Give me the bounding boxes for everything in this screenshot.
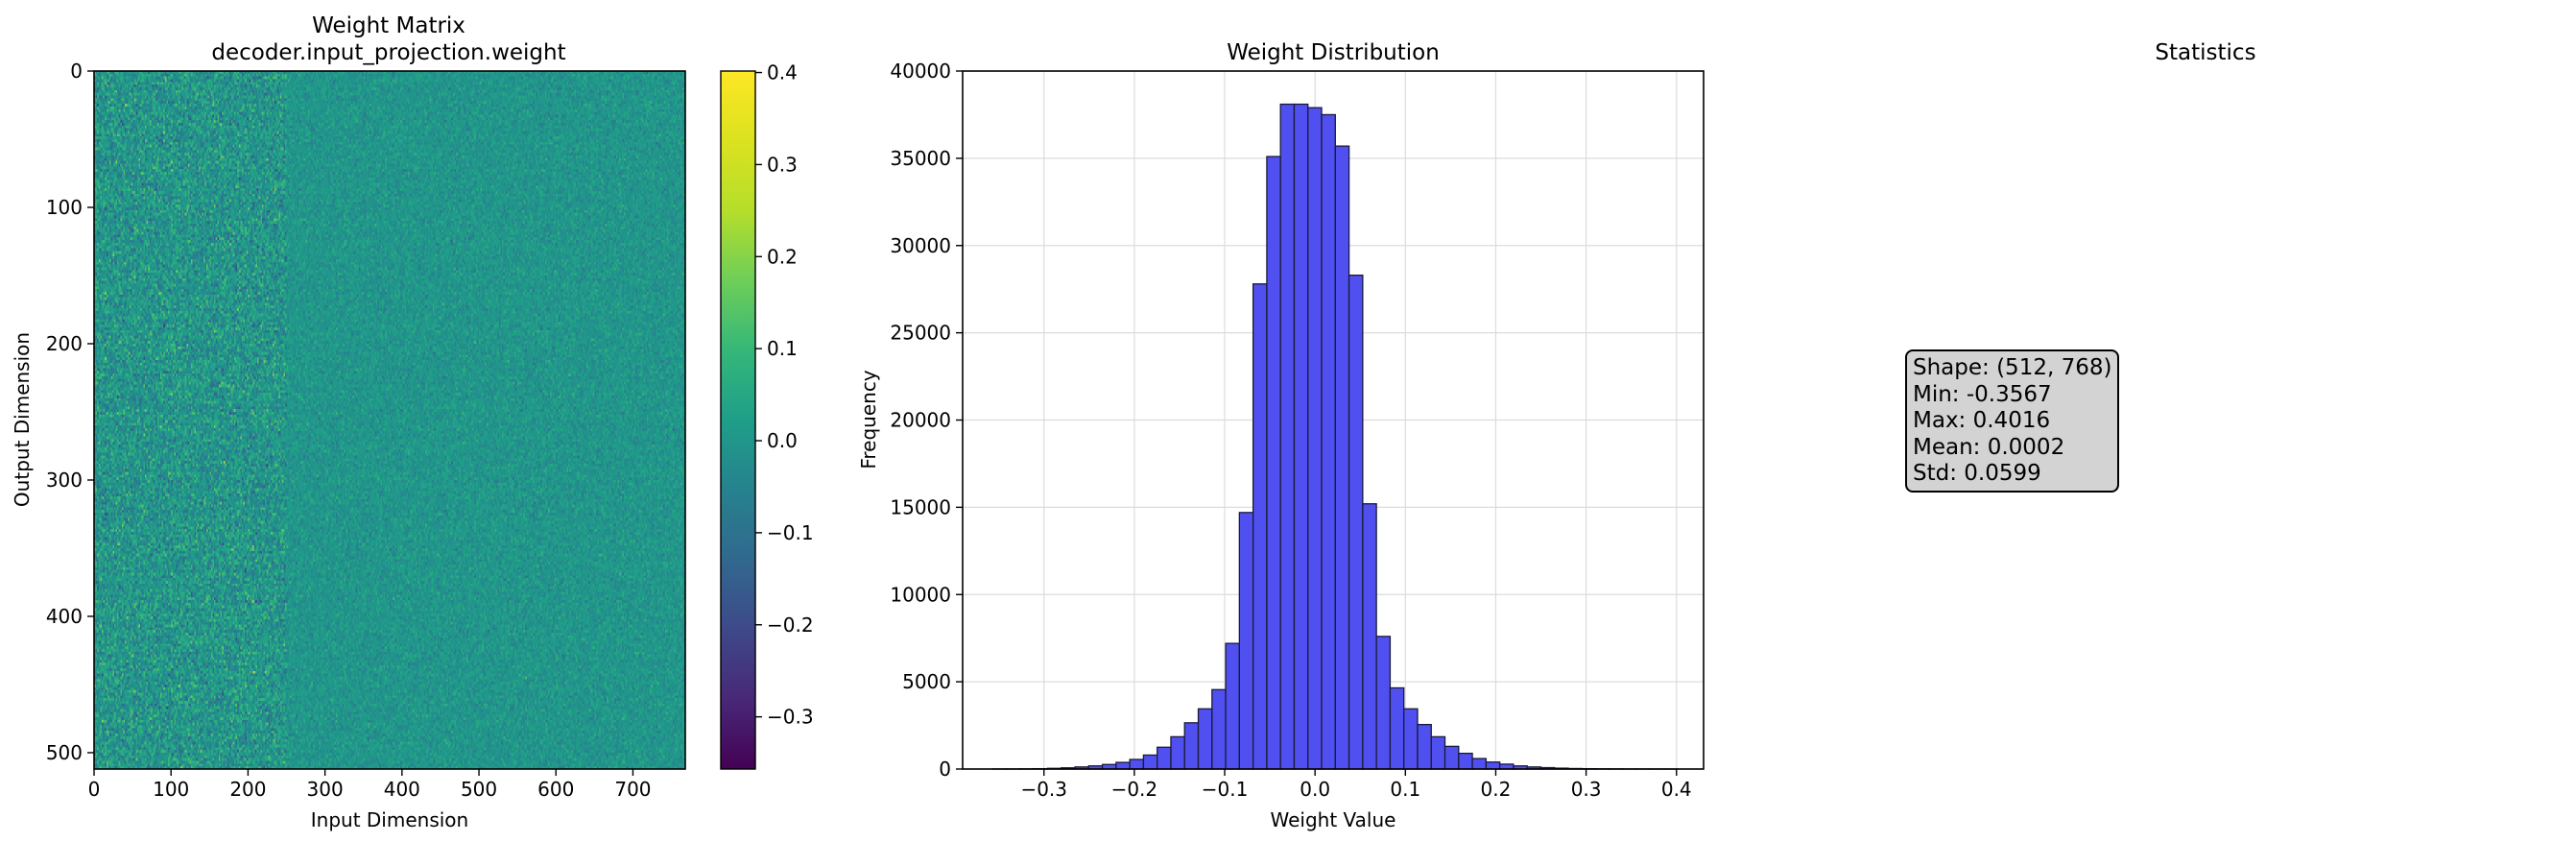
colorbar-tick-label: 0.0 <box>767 429 798 452</box>
histogram-panel: Weight Distribution −0.3 −0.2 −0.1 0.0 0.1 0.… <box>857 40 1705 831</box>
heatmap-x-tick-label: 400 <box>384 778 420 801</box>
histogram-x-tick-label: 0.4 <box>1661 778 1692 801</box>
histogram-y-tick-label: 40000 <box>890 60 951 83</box>
histogram-bar <box>1211 688 1227 770</box>
stat-mean: Mean: 0.0002 <box>1913 434 2065 460</box>
colorbar-tick-label: −0.1 <box>767 521 814 544</box>
statistics-title: Statistics <box>2155 40 2255 65</box>
stat-min: Min: -0.3567 <box>1913 381 2052 407</box>
histogram-y-tick-label: 25000 <box>890 322 951 345</box>
histogram-x-label: Weight Value <box>1271 808 1396 831</box>
heatmap-y-ticks: 0 100 200 300 400 500 <box>46 60 94 764</box>
histogram-bar <box>1417 724 1432 770</box>
histogram-bar <box>1293 103 1309 770</box>
heatmap-x-label: Input Dimension <box>311 808 468 831</box>
histogram-y-tick-label: 10000 <box>890 583 951 606</box>
heatmap-x-tick-label: 500 <box>461 778 497 801</box>
histogram-bar <box>1430 735 1446 770</box>
histogram-bar <box>1129 758 1145 770</box>
heatmap-x-tick-label: 0 <box>88 778 101 801</box>
heatmap-frame <box>93 70 686 770</box>
histogram-x-tick-label: −0.3 <box>1020 778 1067 801</box>
histogram-bar <box>1183 722 1200 770</box>
histogram-bar <box>1348 274 1364 770</box>
histogram-bar <box>1471 758 1488 770</box>
heatmap-image-frame <box>94 71 685 769</box>
histogram-x-tick-label: 0.0 <box>1300 778 1330 801</box>
heatmap-x-tick-label: 700 <box>614 778 651 801</box>
heatmap-y-tick-label: 200 <box>46 332 83 355</box>
heatmap-x-tick-label: 600 <box>537 778 574 801</box>
histogram-bars <box>991 103 1679 770</box>
colorbar: −0.3 −0.2 −0.1 0.0 0.1 0.2 0.3 0.4 <box>720 61 814 770</box>
histogram-y-tick-label: 30000 <box>890 234 951 257</box>
colorbar-tick-label: 0.3 <box>767 153 798 176</box>
histogram-y-tick-label: 0 <box>939 758 951 781</box>
heatmap-title: Weight Matrix <box>312 13 465 38</box>
histogram-bar <box>1252 283 1268 770</box>
histogram-bar <box>1197 708 1213 770</box>
histogram-y-tick-label: 15000 <box>890 495 951 518</box>
heatmap-x-ticks: 0 100 200 300 400 500 600 700 <box>88 769 652 801</box>
colorbar-ticks: −0.3 −0.2 −0.1 0.0 0.1 0.2 0.3 0.4 <box>755 61 814 729</box>
histogram-title: Weight Distribution <box>1227 40 1440 65</box>
heatmap-subtitle: decoder.input_projection.weight <box>211 40 565 65</box>
histogram-bar <box>1362 503 1377 770</box>
statistics-box: Shape: (512, 768) Min: -0.3567 Max: 0.40… <box>1905 349 2120 493</box>
histogram-y-tick-label: 5000 <box>902 670 951 693</box>
histogram-x-tick-label: 0.1 <box>1390 778 1420 801</box>
histogram-x-tick-label: −0.1 <box>1202 778 1249 801</box>
heatmap-x-tick-label: 200 <box>229 778 266 801</box>
histogram-x-tick-label: 0.3 <box>1571 778 1602 801</box>
histogram-bar <box>1279 103 1296 770</box>
histogram-bar <box>1443 745 1460 770</box>
colorbar-tick-label: 0.4 <box>767 61 798 84</box>
histogram-bar <box>1157 746 1172 770</box>
histogram-bar <box>1458 752 1473 770</box>
stat-max: Max: 0.4016 <box>1913 408 2051 433</box>
histogram-bar <box>1334 145 1350 770</box>
heatmap-y-tick-label: 400 <box>46 605 83 628</box>
colorbar-tick-label: −0.3 <box>767 706 814 729</box>
heatmap-x-tick-label: 300 <box>307 778 344 801</box>
stat-shape: Shape: (512, 768) <box>1913 355 2112 380</box>
histogram-bar <box>1238 512 1254 770</box>
histogram-bar <box>1485 761 1501 770</box>
histogram-bar <box>1321 113 1336 770</box>
colorbar-tick-label: 0.1 <box>767 337 798 360</box>
histogram-bar <box>1225 642 1241 770</box>
heatmap-y-tick-label: 300 <box>46 469 83 492</box>
histogram-bar <box>1389 686 1405 770</box>
histogram-y-ticks: 0 5000 10000 15000 20000 25000 30000 35000 40000 <box>890 60 963 781</box>
histogram-bar <box>1142 754 1158 770</box>
histogram-x-tick-label: 0.2 <box>1481 778 1512 801</box>
histogram-y-tick-label: 35000 <box>890 147 951 170</box>
colorbar-gradient <box>720 70 756 770</box>
heatmap-y-label: Output Dimension <box>11 332 34 507</box>
heatmap-panel: Weight Matrix decoder.input_projection.w… <box>11 13 686 831</box>
stat-std: Std: 0.0599 <box>1913 461 2041 486</box>
heatmap-y-tick-label: 0 <box>70 60 83 83</box>
histogram-y-tick-label: 20000 <box>890 409 951 432</box>
colorbar-tick-label: 0.2 <box>767 245 798 268</box>
histogram-x-tick-label: −0.2 <box>1111 778 1158 801</box>
heatmap-image <box>94 71 685 769</box>
histogram-x-ticks: −0.3 −0.2 −0.1 0.0 0.1 0.2 0.3 0.4 <box>1020 769 1692 801</box>
histogram-bar <box>1375 636 1392 770</box>
histogram-bar <box>1403 708 1419 770</box>
colorbar-tick-label: −0.2 <box>767 613 814 637</box>
histogram-bar <box>1266 156 1281 770</box>
histogram-bar <box>1115 761 1131 770</box>
histogram-bar <box>1170 735 1185 770</box>
heatmap-x-tick-label: 100 <box>153 778 189 801</box>
heatmap-y-tick-label: 500 <box>46 741 83 764</box>
heatmap-y-tick-label: 100 <box>46 196 83 219</box>
histogram-y-label: Frequency <box>857 370 880 469</box>
histogram-bar <box>1307 107 1323 770</box>
